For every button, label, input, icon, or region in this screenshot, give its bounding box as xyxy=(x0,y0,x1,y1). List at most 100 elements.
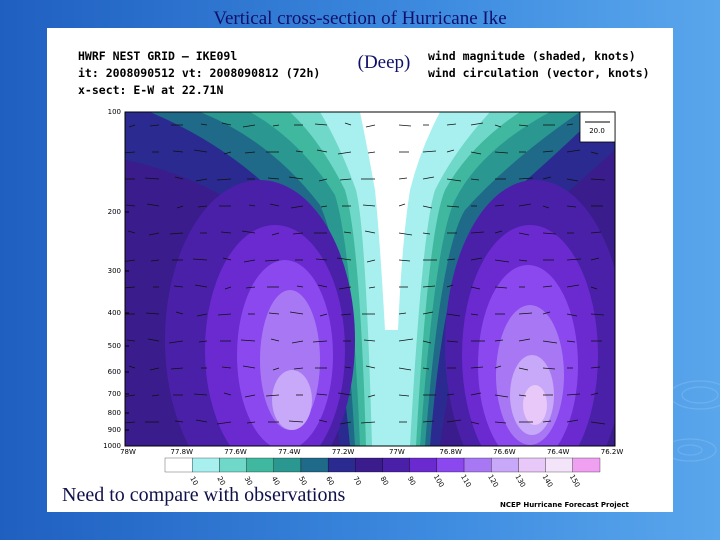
wind-vector xyxy=(566,419,579,423)
x-tick-label: 76.4W xyxy=(547,448,570,456)
wind-vector xyxy=(470,392,482,396)
colorbar-swatch xyxy=(192,457,220,473)
wind-vector xyxy=(244,151,256,154)
wind-vector xyxy=(446,149,455,153)
wind-vector xyxy=(344,122,352,126)
colorbar-swatch xyxy=(382,457,410,473)
wind-vector xyxy=(174,420,184,423)
wind-vector xyxy=(422,340,432,344)
wind-vector xyxy=(125,204,136,207)
wind-vector xyxy=(518,203,532,207)
wind-vector xyxy=(446,178,462,182)
y-tick-label: 300 xyxy=(108,267,121,275)
x-tick-label: 77.6W xyxy=(224,448,247,456)
colorbar-swatch xyxy=(246,457,274,473)
colorbar: 10 20 30 40 50 60 70 80 90 100 110 120 130 140 150 xyxy=(164,457,601,489)
wind-vector xyxy=(398,394,410,397)
wind-vector xyxy=(217,313,232,316)
wind-vector xyxy=(315,258,328,261)
x-tick-label: 78W xyxy=(120,448,136,456)
wind-vector xyxy=(336,257,352,261)
wind-vector xyxy=(195,178,208,182)
wind-vector xyxy=(494,151,509,154)
wind-vector xyxy=(339,421,352,425)
wind-vector xyxy=(128,124,136,128)
wind-vector xyxy=(446,419,462,423)
header-line: it: 2008090512 vt: 2008090812 (72h) xyxy=(78,66,320,80)
wind-vector xyxy=(271,232,280,236)
wind-vector xyxy=(422,367,430,370)
wind-vector xyxy=(240,339,256,342)
wind-vector xyxy=(494,230,503,234)
wind-vector xyxy=(364,230,376,234)
slide-subtitle: (Deep) xyxy=(358,52,411,73)
wind-vector xyxy=(446,123,457,126)
wind-vector xyxy=(175,311,184,315)
wind-vector xyxy=(518,124,529,127)
wind-vector xyxy=(125,151,136,154)
colorbar-label: 40 xyxy=(270,475,281,487)
wind-vector xyxy=(151,394,160,397)
wind-vector xyxy=(269,203,280,207)
y-tick-label: 600 xyxy=(108,368,121,376)
wind-vector xyxy=(316,149,328,153)
x-tick-label: 77W xyxy=(389,448,405,456)
wind-vector xyxy=(320,205,328,208)
wind-vector xyxy=(316,393,328,396)
wind-vector xyxy=(292,232,304,235)
wind-vector xyxy=(170,367,184,370)
wind-vector xyxy=(590,151,599,155)
colorbar-swatch xyxy=(219,457,247,473)
wind-vector xyxy=(270,338,280,342)
wind-vector xyxy=(422,232,431,235)
contour-field xyxy=(125,112,615,446)
y-tick-label: 800 xyxy=(108,409,121,417)
x-tick-label: 76.6W xyxy=(493,448,516,456)
y-tick-label: 200 xyxy=(108,208,121,216)
wind-vector xyxy=(470,366,484,369)
wind-vector xyxy=(494,124,502,128)
colorbar-swatch xyxy=(273,457,302,473)
colorbar-swatch xyxy=(463,457,492,473)
wind-vector xyxy=(518,232,530,236)
wind-vector xyxy=(566,340,576,343)
wind-vector xyxy=(168,340,184,344)
wind-vector xyxy=(542,420,552,423)
wind-vector xyxy=(590,231,602,234)
wind-vector xyxy=(363,339,376,342)
wind-vector xyxy=(337,151,352,155)
wind-vector xyxy=(172,150,184,153)
wind-vector xyxy=(174,176,184,180)
wind-vector xyxy=(127,230,136,234)
wind-vector xyxy=(221,122,232,126)
wind-vector xyxy=(470,421,480,425)
wind-vector xyxy=(422,285,436,288)
colorbar-label: 50 xyxy=(297,475,308,487)
wind-vector xyxy=(248,204,256,207)
wind-vector xyxy=(422,176,435,180)
wind-vector xyxy=(318,178,328,182)
wind-vector xyxy=(317,284,328,288)
x-tick-label: 76.2W xyxy=(601,448,624,456)
wind-vector xyxy=(365,365,376,369)
wind-vector xyxy=(470,313,479,316)
wind-vector xyxy=(243,259,256,263)
wind-vector xyxy=(224,286,232,290)
wind-vector xyxy=(241,230,256,234)
wind-vector xyxy=(268,312,280,315)
wind-vector xyxy=(398,259,411,262)
wind-vector xyxy=(590,178,606,181)
wind-vector xyxy=(470,231,485,234)
y-tick-label: 400 xyxy=(108,309,121,317)
wind-vector xyxy=(566,178,579,182)
wind-vector xyxy=(566,123,574,126)
wind-vector xyxy=(422,150,437,153)
wind-vector xyxy=(146,203,160,207)
wind-vector xyxy=(288,176,304,180)
wind-vector xyxy=(518,394,527,397)
wind-vector xyxy=(149,124,160,127)
wind-vector xyxy=(590,313,605,316)
wind-vector xyxy=(176,205,184,209)
wind-vector xyxy=(221,366,232,369)
wind-vector xyxy=(194,284,208,288)
